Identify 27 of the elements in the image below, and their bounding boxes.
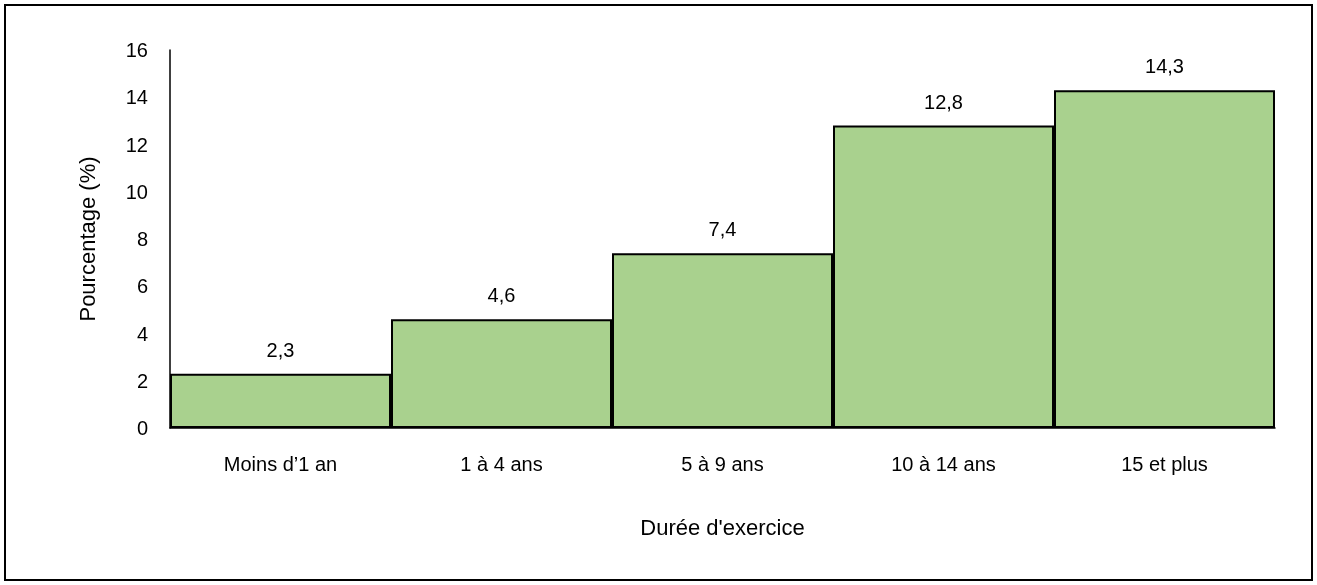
- data-label: 4,6: [487, 284, 516, 307]
- data-label: 14,3: [1145, 55, 1184, 78]
- x-tick-label: 10 à 14 ans: [891, 453, 996, 475]
- y-tick-label: 16: [125, 39, 148, 61]
- data-label: 2,3: [266, 338, 295, 361]
- bar: [1054, 90, 1275, 428]
- bar: [833, 125, 1054, 428]
- bar: [391, 319, 612, 428]
- data-label: 12,8: [924, 90, 963, 113]
- y-tick-label: 0: [136, 417, 148, 439]
- y-tick-label: 8: [136, 228, 148, 250]
- y-tick-label: 6: [136, 275, 148, 298]
- x-axis-title: Durée d'exercice: [640, 514, 805, 540]
- y-tick-label: 4: [136, 322, 148, 345]
- data-label: 7,4: [708, 218, 737, 241]
- y-tick-label: 12: [125, 133, 148, 156]
- y-tick-label: 14: [125, 86, 148, 109]
- x-tick-label: Moins d’1 an: [223, 453, 338, 475]
- x-tick-label: 15 et plus: [1121, 453, 1208, 475]
- y-axis-title: Pourcentage (%): [74, 156, 100, 322]
- y-tick-label: 10: [125, 180, 148, 203]
- frame: Pourcentage (%) Durée d'exercice 0 2 4 6 8 10 12 14 16 Moins d’1 an 1 à 4 ans 5 à 9 ans 10 à 14 ans 15 et plus 2,3 4,6 7,4 12,8 14,3: [4, 4, 1313, 581]
- bar: [612, 253, 833, 428]
- x-tick-label: 5 à 9 ans: [681, 453, 764, 475]
- y-tick-label: 2: [136, 369, 148, 392]
- x-tick-label: 1 à 4 ans: [460, 453, 543, 475]
- bar: [170, 373, 391, 428]
